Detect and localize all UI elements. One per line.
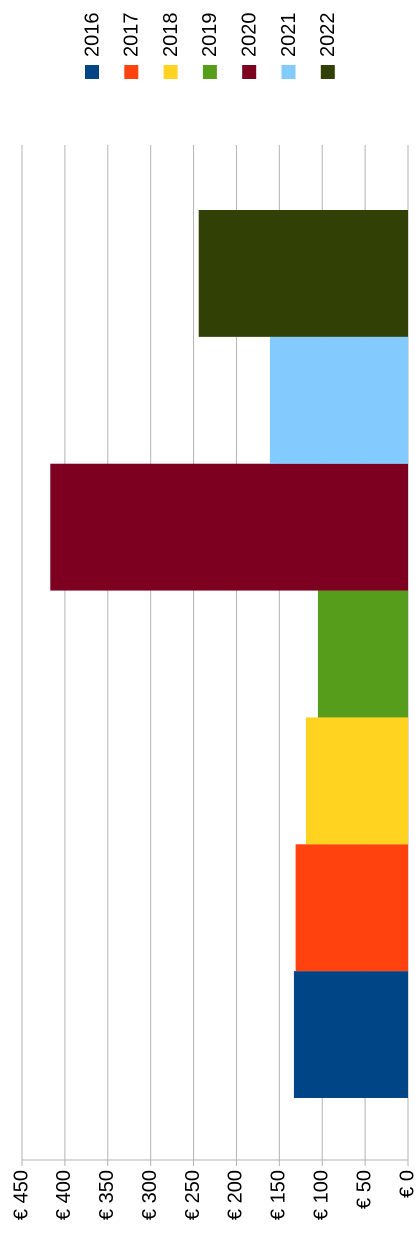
y-tick-label: € 0 — [396, 1170, 418, 1198]
legend-swatch — [242, 65, 257, 79]
y-tick-label: € 100 — [311, 1170, 333, 1220]
y-tick-label: € 250 — [182, 1170, 204, 1220]
y-tick-label: € 400 — [53, 1170, 75, 1220]
y-tick-label: € 350 — [96, 1170, 118, 1220]
bar — [50, 463, 408, 591]
legend-swatch — [163, 65, 178, 79]
bar — [295, 844, 408, 972]
bar — [305, 717, 408, 845]
y-tick-label: € 450 — [10, 1170, 32, 1220]
legend-swatch — [202, 65, 217, 79]
rotated-chart: € 0 € 50 € 100 € 150 € 200 € 250 € 300 € 350 € 4… — [10, 13, 418, 1221]
legend-swatch — [85, 65, 99, 79]
legend-label: 2018 — [160, 13, 182, 58]
bar — [317, 590, 408, 718]
legend-swatch — [124, 65, 139, 79]
y-tick-label: € 300 — [139, 1170, 161, 1220]
bar — [293, 971, 408, 1098]
legend-swatch — [281, 65, 296, 79]
bar — [198, 209, 408, 337]
y-tick-label: € 150 — [268, 1170, 290, 1220]
legend-label: 2020 — [238, 13, 260, 58]
y-tick-label: € 200 — [225, 1170, 247, 1220]
y-tick-label: € 50 — [353, 1170, 375, 1209]
legend-label: 2019 — [199, 13, 221, 58]
legend-label: 2021 — [278, 13, 300, 58]
legend-label: 2017 — [121, 13, 143, 58]
legend-label: 2022 — [317, 13, 339, 58]
bar — [269, 336, 408, 464]
legend-swatch — [320, 65, 335, 79]
legend-label: 2016 — [81, 13, 103, 58]
